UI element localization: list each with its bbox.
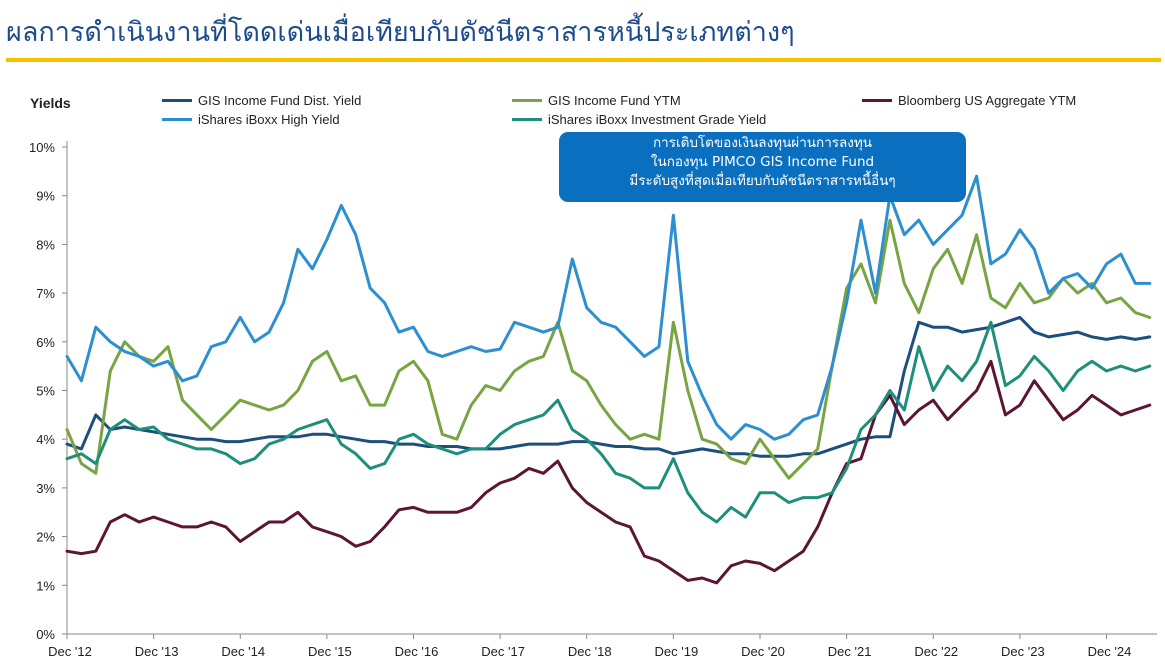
x-tick-label: Dec '21: [828, 644, 872, 659]
page-title: ผลการดำเนินงานที่โดดเด่นเมื่อเทียบกับดัช…: [6, 17, 795, 48]
x-tick-label: Dec '17: [481, 644, 525, 659]
series-line-gis-income-fund-ytm: [65, 218, 1152, 480]
title-divider: [6, 58, 1161, 62]
y-tick-label: 8%: [36, 237, 55, 252]
callout-annotation: การเติบโตของเงินลงทุนผ่านการลงทุน ในกองท…: [559, 132, 966, 202]
y-tick-label: 7%: [36, 286, 55, 301]
legend-item-gis-dist-yield: GIS Income Fund Dist. Yield: [162, 92, 361, 108]
callout-line: การเติบโตของเงินลงทุนผ่านการลงทุน: [652, 135, 873, 151]
legend-label: GIS Income Fund Dist. Yield: [198, 92, 362, 108]
legend-swatch: [162, 98, 192, 102]
legend-item-gis-ytm: GIS Income Fund YTM: [512, 92, 681, 108]
series-line-ishares-iboxx-investment-grade-yield: [65, 320, 1152, 524]
y-tick-label: 9%: [36, 189, 55, 204]
legend-item-ishares-hy: iShares iBoxx High Yield: [162, 111, 340, 127]
legend-swatch: [862, 98, 892, 102]
y-tick-label: 0%: [36, 627, 55, 642]
x-tick-label: Dec '12: [48, 644, 92, 659]
y-tick-label: 6%: [36, 335, 55, 350]
legend-swatch: [162, 117, 192, 121]
y-tick-label: 2%: [36, 530, 55, 545]
y-tick-label: 5%: [36, 384, 55, 399]
y-tick-label: 10%: [29, 140, 55, 155]
x-tick-label: Dec '13: [135, 644, 179, 659]
callout-line: มีระดับสูงที่สุดเมื่อเทียบกับดัชนีตราสาร…: [629, 173, 896, 189]
y-tick-label: 4%: [36, 432, 55, 447]
y-tick-label: 1%: [36, 578, 55, 593]
x-tick-label: Dec '24: [1088, 644, 1132, 659]
x-tick-label: Dec '18: [568, 644, 612, 659]
y-tick-label: 3%: [36, 481, 55, 496]
x-tick-label: Dec '20: [741, 644, 785, 659]
x-tick-label: Dec '14: [221, 644, 265, 659]
legend-label: iShares iBoxx Investment Grade Yield: [548, 111, 767, 127]
x-tick-label: Dec '16: [395, 644, 439, 659]
callout-line: ในกองทุน PIMCO GIS Income Fund: [650, 154, 875, 170]
legend-swatch: [512, 117, 542, 121]
series-line-gis-income-fund-dist-yield: [65, 315, 1152, 458]
y-axis-label: Yields: [30, 95, 71, 111]
legend-label: iShares iBoxx High Yield: [198, 111, 340, 127]
x-tick-label: Dec '23: [1001, 644, 1045, 659]
series-line-ishares-iboxx-high-yield: [65, 174, 1152, 441]
x-tick-label: Dec '22: [914, 644, 958, 659]
legend-swatch: [512, 98, 542, 102]
legend-item-ishares-ig: iShares iBoxx Investment Grade Yield: [512, 111, 766, 127]
legend-label: Bloomberg US Aggregate YTM: [898, 92, 1077, 108]
legend-label: GIS Income Fund YTM: [548, 92, 681, 108]
legend-item-bloomberg-agg: Bloomberg US Aggregate YTM: [862, 92, 1076, 108]
x-tick-label: Dec '19: [655, 644, 699, 659]
series-line-bloomberg-us-aggregate-ytm: [65, 359, 1152, 585]
x-tick-label: Dec '15: [308, 644, 352, 659]
